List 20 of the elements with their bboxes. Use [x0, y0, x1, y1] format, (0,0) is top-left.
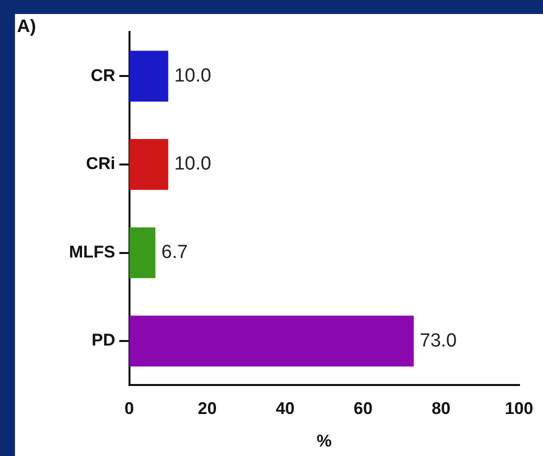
bar: [129, 227, 156, 278]
data-label: 10.0: [174, 154, 212, 175]
x-tick-label: 0: [124, 399, 134, 418]
x-tick-label: 80: [432, 399, 451, 418]
data-label: 6.7: [161, 242, 188, 263]
y-tick-label: CR: [90, 66, 116, 85]
y-tick-label: PD: [92, 330, 116, 350]
bar: [129, 50, 168, 102]
y-tick-label: MLFS: [68, 242, 116, 262]
bar: [129, 139, 168, 190]
bar: [129, 316, 414, 366]
data-label: 73.0: [420, 330, 457, 352]
x-tick-label: 100: [504, 399, 534, 418]
data-label: 10.0: [174, 65, 212, 86]
x-axis-title: %: [316, 431, 332, 450]
x-tick-label: 20: [198, 399, 217, 418]
x-tick-label: 40: [276, 399, 295, 418]
text: A): [17, 16, 36, 36]
x-tick-label: 60: [354, 399, 373, 418]
y-tick-label: CRi: [86, 154, 116, 174]
